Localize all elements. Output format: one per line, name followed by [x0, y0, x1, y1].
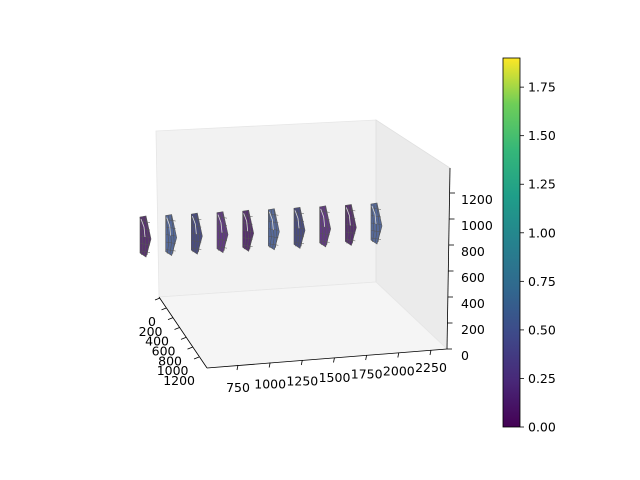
surface-group: [139, 215, 152, 258]
x-tick-mark: [429, 349, 432, 356]
y-tick-mark: [154, 297, 161, 301]
x-tick-mark: [300, 359, 303, 366]
x-tick-label: 1750: [351, 367, 383, 382]
y-tick-label: 800: [158, 353, 182, 368]
x-tick-mark: [397, 352, 400, 358]
surface-group: [268, 208, 280, 251]
y-tick-label: 200: [139, 324, 163, 339]
y-axis-line: [158, 296, 208, 369]
z-tick-label: 0: [461, 348, 469, 363]
z-tick-label: 400: [461, 296, 485, 311]
x-tick-label: 2250: [415, 360, 447, 375]
colorbar-tick-label: 1.50: [528, 128, 556, 143]
colorbar-gradient: [502, 57, 521, 428]
x-tick-label: 1500: [319, 370, 351, 385]
y-tick-mark: [187, 346, 193, 350]
x-axis-ticks: 750 1000 1250 1500 1750 2000 2250: [226, 349, 447, 395]
z-tick-label: 800: [461, 244, 485, 259]
surface-group: [165, 214, 177, 257]
x-tick-label: 1000: [254, 377, 286, 392]
colorbar-tick-label: 1.25: [528, 177, 556, 192]
y-tick-mark: [167, 317, 174, 321]
colorbar-tick-label: 0.75: [528, 274, 556, 289]
y-tick-mark: [161, 307, 167, 311]
colorbar-tick-label: 0.00: [528, 420, 556, 435]
colorbar-tick-label: 1.00: [528, 225, 556, 240]
z-tick-label: 1000: [461, 218, 493, 233]
y-tick-mark: [193, 356, 200, 360]
y-tick-label: 400: [145, 334, 169, 349]
y-tick-mark: [174, 327, 180, 330]
z-tick-label: 200: [461, 322, 485, 337]
z-axis-line: [446, 167, 451, 350]
colorbar: 0.00 0.25 0.50 0.75 1.00 1.25 1.50 1.75: [502, 57, 556, 435]
surface-group: [191, 212, 203, 255]
y-tick-label: 0: [148, 314, 156, 329]
y-tick-mark: [180, 336, 187, 340]
colorbar-ticks: 0.00 0.25 0.50 0.75 1.00 1.25 1.50 1.75: [520, 80, 556, 435]
surface-group: [319, 205, 331, 248]
surface-group: [216, 211, 229, 254]
surface-group: [242, 209, 254, 252]
y-tick-label: 1200: [163, 373, 195, 388]
x-tick-mark: [365, 354, 368, 361]
colorbar-tick-label: 0.50: [528, 322, 556, 337]
y-tick-label: 600: [152, 344, 176, 359]
x-tick-mark: [236, 364, 239, 371]
y-tick-label: 1000: [157, 363, 189, 378]
surface-group: [370, 202, 383, 245]
z-axis-ticks: 0 200 400 600 800 1000 1200: [447, 192, 493, 363]
z-tick-label: 1200: [461, 192, 493, 207]
surface-group: [293, 206, 306, 249]
x-tick-label: 1250: [286, 373, 318, 388]
back-pane: [155, 119, 377, 298]
x-tick-mark: [268, 362, 271, 368]
z-tick-label: 600: [461, 270, 485, 285]
x-tick-label: 750: [226, 380, 250, 395]
colorbar-tick-label: 0.25: [528, 371, 556, 386]
x-axis-line: [206, 348, 448, 369]
surface-group: [345, 204, 357, 246]
x-tick-mark: [333, 357, 335, 363]
colorbar-tick-label: 1.75: [528, 80, 556, 95]
axes-3d: 750 1000 1250 1500 1750 2000 2250 020040060080…: [139, 119, 493, 395]
surface-groups: [139, 202, 383, 258]
x-tick-label: 2000: [383, 363, 415, 378]
